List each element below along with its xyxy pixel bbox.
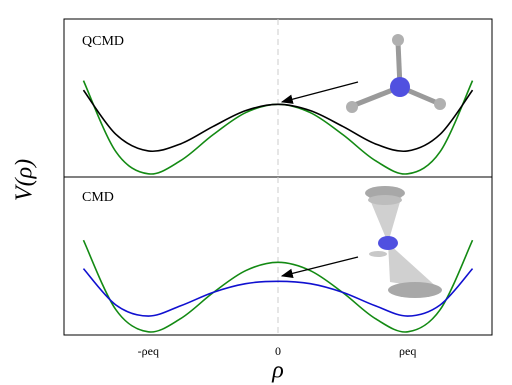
plot-area: -ρeq 0 ρeq (82, 19, 474, 358)
molecule-bottom (365, 186, 442, 298)
x-axis-label: ρ (271, 358, 284, 384)
y-axis-label: V(ρ) (12, 159, 38, 201)
curve (82, 268, 474, 317)
annotation-arrow (280, 81, 359, 104)
panel-label: QCMD (82, 34, 124, 49)
x-tick-label: -ρeq (138, 344, 159, 358)
curve (82, 239, 474, 333)
curve (82, 89, 474, 153)
x-tick-label: ρeq (399, 344, 416, 358)
annotation-arrow (280, 256, 359, 279)
x-tick-label: 0 (275, 344, 281, 358)
molecule-top (346, 34, 446, 113)
panel-label: CMD (82, 190, 114, 205)
